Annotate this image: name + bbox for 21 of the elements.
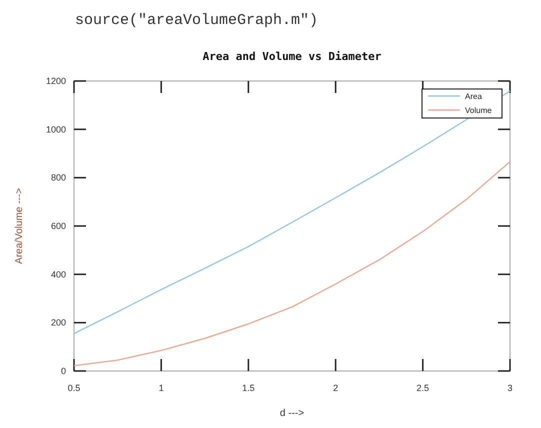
y-tick-label: 1200	[46, 76, 66, 86]
y-tick-label: 400	[50, 269, 66, 280]
y-tick-label: 800	[50, 172, 66, 183]
y-tick-label: 1000	[46, 124, 66, 134]
y-tick-label: 200	[50, 318, 66, 328]
x-tick-label: 3	[507, 383, 513, 393]
x-tick-label: 1.5	[242, 383, 255, 393]
x-tick-label: 1	[158, 383, 164, 393]
line-series	[73, 90, 511, 334]
source-note: source("areaVolumeGraph.m")	[75, 12, 318, 29]
y-tick-label: 0	[60, 366, 66, 376]
x-axis-title: d --->	[280, 408, 304, 419]
legend-label: Area	[465, 92, 482, 101]
x-tick-label: 2.5	[416, 383, 430, 393]
x-tick-label: 2	[333, 383, 338, 393]
x-tick-label: 0.5	[68, 383, 80, 393]
y-tick-label: 600	[50, 221, 66, 231]
y-axis-title: Area/Volume --->	[14, 188, 25, 264]
line-series	[73, 161, 511, 366]
chart-title: Area and Volume vs Diameter	[202, 50, 382, 63]
legend-label: Volume	[465, 106, 492, 115]
